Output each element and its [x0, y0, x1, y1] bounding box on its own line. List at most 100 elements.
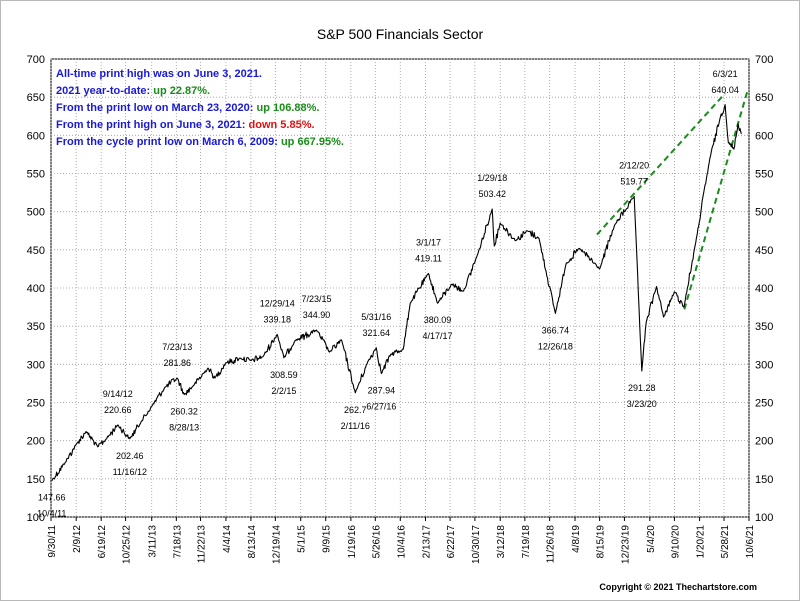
data-label: 8/28/13: [169, 423, 199, 433]
x-tick-label: 1/20/21: [696, 525, 707, 559]
info-segment: From the cycle print low on March 6, 200…: [56, 136, 281, 148]
y-tick-label-left: 200: [27, 436, 45, 448]
data-label: 260.32: [170, 407, 198, 417]
data-label: 262.7: [344, 405, 367, 415]
y-tick-label-right: 550: [755, 169, 773, 181]
info-segment: From the print low on March 23, 2020:: [56, 102, 256, 114]
x-tick-label: 3/12/18: [496, 525, 507, 559]
data-label: 3/1/17: [416, 237, 441, 247]
data-label: 281.86: [164, 358, 192, 368]
y-tick-label-right: 700: [755, 54, 773, 66]
x-tick-label: 4/8/19: [571, 525, 582, 553]
x-tick-label: 10/30/17: [471, 525, 482, 564]
y-tick-label-left: 400: [27, 283, 45, 295]
x-tick-label: 12/19/14: [271, 525, 282, 564]
y-tick-label-left: 550: [27, 169, 45, 181]
data-label: 10/4/11: [37, 509, 66, 519]
info-segment: up 22.87%.: [153, 85, 210, 97]
x-tick-label: 1/19/16: [347, 525, 358, 559]
data-label: 6/27/16: [366, 402, 396, 412]
x-tick-label: 6/22/17: [446, 525, 457, 559]
data-label: 4/17/17: [422, 331, 452, 341]
y-tick-label-left: 300: [27, 359, 45, 371]
x-tick-label: 5/26/16: [371, 525, 382, 559]
data-label: 419.11: [415, 253, 442, 263]
y-tick-label-right: 300: [755, 359, 773, 371]
x-tick-label: 5/1/15: [297, 525, 308, 553]
info-line: 2021 year-to-date: up 22.87%.: [56, 85, 210, 97]
x-tick-label: 5/28/21: [720, 525, 731, 559]
data-label: 9/14/12: [103, 389, 133, 399]
x-tick-label: 7/18/13: [172, 525, 183, 559]
x-tick-label: 10/6/21: [745, 525, 756, 559]
data-label: 339.18: [263, 314, 291, 324]
x-tick-label: 12/23/19: [620, 525, 631, 564]
x-tick-label: 9/9/15: [322, 525, 333, 553]
data-label: 6/3/21: [713, 69, 738, 79]
y-tick-label-right: 500: [755, 207, 773, 219]
info-line: From the cycle print low on March 6, 200…: [56, 136, 344, 148]
y-tick-label-left: 600: [27, 130, 45, 142]
data-label: 380.09: [424, 315, 452, 325]
x-tick-label: 9/10/20: [670, 525, 681, 559]
info-segment: 2021 year-to-date:: [56, 85, 153, 97]
info-box: All-time print high was on June 3, 2021.…: [56, 68, 344, 148]
y-tick-label-right: 400: [755, 283, 773, 295]
x-tick-label: 8/13/14: [247, 525, 258, 559]
data-label: 291.28: [628, 383, 656, 393]
data-label: 519.77: [620, 177, 648, 187]
data-label: 7/23/13: [162, 342, 192, 352]
x-tick-label: 11/22/13: [197, 525, 208, 564]
y-tick-label-left: 250: [27, 398, 45, 410]
data-label: 366.74: [542, 325, 570, 335]
data-label: 308.59: [270, 370, 298, 380]
x-tick-label: 4/4/14: [222, 525, 233, 553]
info-line: From the print high on June 3, 2021: dow…: [56, 119, 315, 131]
x-tick-label: 9/30/11: [47, 525, 58, 558]
y-tick-label-right: 450: [755, 245, 773, 257]
y-tick-label-left: 350: [27, 321, 45, 333]
data-label: 2/2/15: [271, 386, 296, 396]
data-label: 12/26/18: [538, 341, 573, 351]
data-label: 220.66: [104, 405, 132, 415]
data-label: 2/11/16: [341, 421, 370, 431]
info-segment: up 667.95%.: [281, 136, 344, 148]
info-line: From the print low on March 23, 2020: up…: [56, 102, 319, 114]
y-tick-label-right: 150: [755, 474, 773, 486]
y-tick-label-right: 350: [755, 321, 773, 333]
info-segment: down 5.85%.: [249, 119, 315, 131]
data-label: 2/12/20: [619, 161, 649, 171]
data-label: 11/16/12: [113, 467, 147, 477]
chart-title: S&P 500 Financials Sector: [317, 26, 484, 42]
x-tick-label: 2/9/12: [72, 525, 83, 553]
data-label: 5/31/16: [361, 312, 391, 322]
y-tick-label-left: 100: [27, 512, 45, 524]
y-tick-label-right: 650: [755, 92, 773, 104]
y-tick-label-left: 450: [27, 245, 45, 257]
data-label: 7/23/15: [302, 294, 332, 304]
data-label: 147.66: [38, 493, 66, 503]
data-label: 344.90: [303, 310, 331, 320]
data-label: 12/29/14: [260, 298, 295, 308]
y-tick-label-right: 600: [755, 130, 773, 142]
data-label: 640.04: [711, 85, 739, 95]
x-tick-label: 6/19/12: [97, 525, 108, 559]
x-tick-label: 8/15/19: [596, 525, 607, 559]
data-label: 287.94: [368, 386, 396, 396]
trendline: [596, 92, 726, 236]
annotations: 147.66 10/4/11 9/14/12 220.66 202.46 11/16/12…: [37, 69, 739, 519]
x-tick-label: 7/19/18: [521, 525, 532, 559]
y-tick-label-left: 650: [27, 92, 45, 104]
x-tick-label: 5/4/20: [646, 525, 657, 553]
axes: 100 100 150 150 200 200 250 250 300 300 350 350 400 4…: [27, 54, 774, 564]
y-tick-label-left: 700: [27, 54, 45, 66]
price-line: [51, 104, 742, 481]
price-series: [51, 104, 742, 481]
x-tick-label: 10/4/16: [396, 525, 407, 559]
x-tick-label: 10/25/12: [122, 525, 133, 564]
data-label: 202.46: [116, 451, 144, 461]
y-tick-label-left: 150: [27, 474, 45, 486]
y-tick-label-right: 250: [755, 398, 773, 410]
